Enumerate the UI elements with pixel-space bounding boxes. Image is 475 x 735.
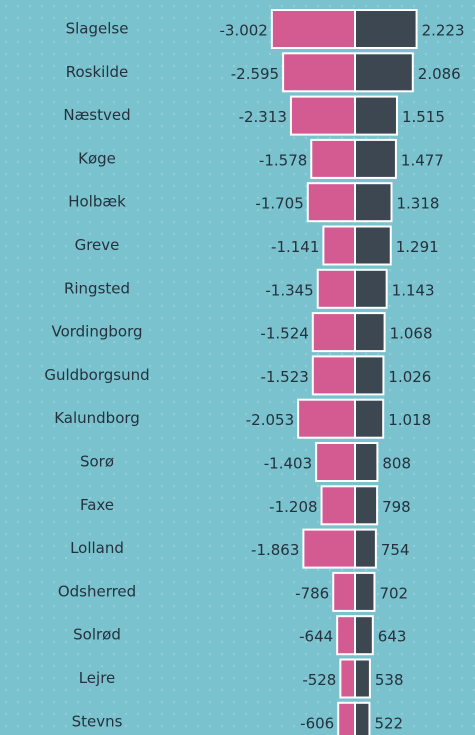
bar xyxy=(354,442,379,482)
value-label: 1.515 xyxy=(402,108,445,126)
bar xyxy=(354,571,376,612)
value-label: 1.477 xyxy=(401,151,444,169)
bar xyxy=(322,225,356,266)
category-label: Lolland xyxy=(70,539,124,557)
bar xyxy=(354,485,379,526)
bar xyxy=(354,615,374,656)
value-label: 522 xyxy=(374,714,403,732)
value-label: 1.068 xyxy=(390,325,433,343)
bar xyxy=(310,138,356,179)
category-label: Stevns xyxy=(72,712,123,730)
bar xyxy=(320,485,356,526)
bar xyxy=(354,528,377,569)
value-label: -1.141 xyxy=(271,238,319,256)
bar xyxy=(354,95,398,136)
bar xyxy=(354,225,392,266)
category-label: Køge xyxy=(78,149,116,167)
category-label: Næstved xyxy=(63,106,130,124)
value-label: -1.863 xyxy=(251,541,299,559)
value-label: 1.026 xyxy=(388,368,431,386)
category-label: Sorø xyxy=(80,453,114,471)
value-label: -1.208 xyxy=(269,498,317,516)
bar xyxy=(316,268,356,309)
value-label: 538 xyxy=(375,671,404,689)
category-label: Slagelse xyxy=(66,20,129,38)
value-label: 2.223 xyxy=(422,22,465,40)
value-label: 1.143 xyxy=(392,281,435,299)
value-label: -1.403 xyxy=(264,455,312,473)
bar xyxy=(354,138,397,179)
value-label: -528 xyxy=(302,671,336,689)
value-label: 702 xyxy=(379,584,408,602)
value-label: -1.578 xyxy=(259,151,307,169)
value-label: -606 xyxy=(300,714,334,732)
bar xyxy=(354,52,414,93)
category-label: Kalundborg xyxy=(54,409,140,427)
bar xyxy=(354,268,388,309)
value-label: -2.313 xyxy=(239,108,287,126)
value-label: 643 xyxy=(378,628,407,646)
bar xyxy=(354,312,386,353)
bar xyxy=(337,701,357,735)
bar xyxy=(311,355,356,396)
bar xyxy=(336,615,356,656)
category-label: Odsherred xyxy=(58,582,136,600)
value-label: -1.524 xyxy=(260,325,308,343)
bar xyxy=(315,442,356,482)
value-label: 808 xyxy=(382,455,411,473)
category-label: Faxe xyxy=(80,496,114,514)
value-label: 1.291 xyxy=(396,238,439,256)
bar xyxy=(311,312,356,353)
value-label: -2.595 xyxy=(231,65,279,83)
value-label: 754 xyxy=(381,541,410,559)
bar xyxy=(297,398,356,439)
bar xyxy=(302,528,356,569)
bar xyxy=(332,571,357,612)
bar xyxy=(289,95,356,136)
value-label: -786 xyxy=(295,584,329,602)
bar xyxy=(354,658,371,699)
bar xyxy=(354,355,385,396)
bar xyxy=(354,9,418,49)
value-label: 1.018 xyxy=(388,411,431,429)
category-label: Lejre xyxy=(79,669,116,687)
category-label: Guldborgsund xyxy=(44,366,149,384)
bar xyxy=(354,398,385,439)
bar xyxy=(339,658,356,699)
value-label: -3.002 xyxy=(219,22,267,40)
value-label: 798 xyxy=(382,498,411,516)
value-label: -1.345 xyxy=(265,281,313,299)
bar xyxy=(306,182,357,223)
value-label: 2.086 xyxy=(418,65,461,83)
value-label: -1.523 xyxy=(260,368,308,386)
category-label: Solrød xyxy=(73,626,121,644)
category-label: Greve xyxy=(75,236,120,254)
value-label: -2.053 xyxy=(246,411,294,429)
value-label: -1.705 xyxy=(255,195,303,213)
category-label: Ringsted xyxy=(64,279,130,297)
bar xyxy=(270,9,357,49)
bar xyxy=(354,182,393,223)
bar xyxy=(354,701,371,735)
value-label: -644 xyxy=(299,628,333,646)
value-label: 1.318 xyxy=(397,195,440,213)
bar xyxy=(282,52,356,93)
category-label: Roskilde xyxy=(66,63,129,81)
category-label: Holbæk xyxy=(68,193,126,211)
category-label: Vordingborg xyxy=(51,323,142,341)
